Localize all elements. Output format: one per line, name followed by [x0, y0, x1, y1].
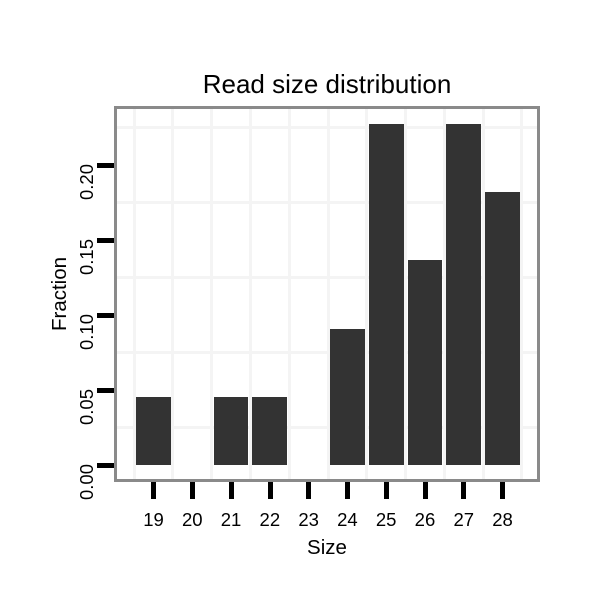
v-gridline: [287, 109, 291, 479]
bar-28: [485, 192, 520, 465]
bar-25: [368, 124, 404, 465]
y-tick-label: 0.20: [76, 164, 97, 201]
bar-24: [330, 328, 365, 465]
x-axis-tick: [267, 482, 273, 499]
x-tick-label: 21: [220, 509, 242, 530]
bar-21: [213, 396, 249, 465]
x-tick-label: 20: [181, 509, 203, 530]
x-axis-tick: [461, 482, 467, 499]
y-tick-label: 0.00: [76, 464, 97, 501]
v-gridline: [442, 109, 446, 479]
y-axis-tick: [97, 387, 114, 393]
x-axis-tick: [306, 482, 312, 499]
x-tick-label: 22: [259, 509, 281, 530]
v-gridline: [210, 109, 214, 479]
bar-27: [446, 124, 482, 465]
x-axis-tick: [383, 482, 389, 499]
y-axis-tick: [97, 462, 114, 468]
x-tick-label: 24: [337, 509, 358, 530]
x-tick-label: 26: [414, 509, 436, 530]
bar-19: [136, 396, 171, 465]
v-gridline: [520, 109, 524, 479]
y-tick-label: 0.15: [76, 239, 97, 276]
x-tick-label: 23: [298, 509, 319, 530]
v-gridline: [132, 109, 136, 479]
v-gridline: [248, 109, 252, 479]
x-axis-title: Size: [307, 536, 347, 559]
x-axis-tick: [151, 482, 157, 499]
v-gridline: [326, 109, 330, 479]
y-axis-tick: [97, 162, 114, 168]
v-gridline: [404, 109, 408, 479]
v-gridline: [365, 109, 369, 479]
y-tick-label: 0.05: [76, 389, 97, 426]
x-axis-tick: [345, 482, 351, 499]
x-axis-tick: [422, 482, 428, 499]
chart-title: Read size distribution: [202, 69, 452, 99]
x-tick-label: 28: [492, 509, 513, 530]
x-tick-label: 19: [143, 509, 164, 530]
bar-22: [252, 396, 288, 465]
y-axis-tick: [97, 312, 114, 318]
v-gridline: [171, 109, 175, 479]
x-tick-label: 25: [375, 509, 397, 530]
v-gridline: [481, 109, 485, 479]
y-tick-label: 0.10: [76, 314, 97, 351]
x-axis-tick: [500, 482, 506, 499]
y-axis-title: Fraction: [48, 256, 71, 332]
y-axis-tick: [97, 237, 114, 243]
plot-panel: [114, 106, 540, 482]
x-axis-tick: [228, 482, 234, 499]
x-axis-tick: [189, 482, 195, 499]
bar-26: [407, 260, 443, 465]
x-tick-label: 27: [453, 509, 475, 530]
